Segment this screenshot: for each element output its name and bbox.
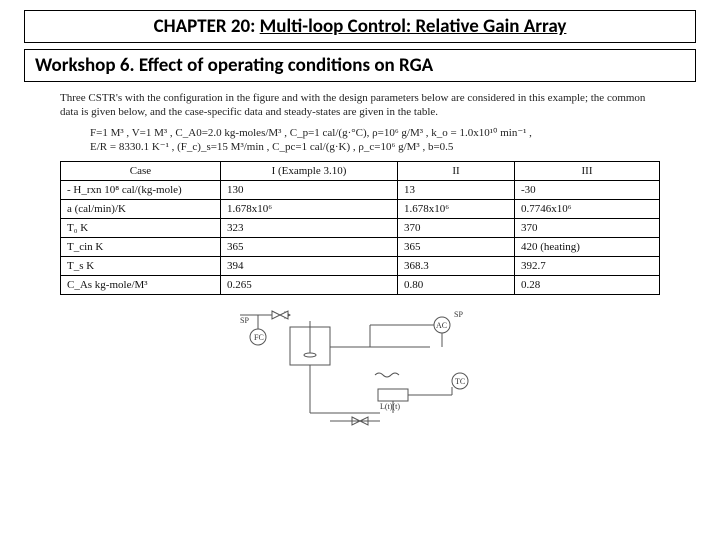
fc-label: FC <box>254 333 264 342</box>
table-cell: 0.80 <box>397 276 514 295</box>
table-cell: 365 <box>397 238 514 257</box>
workshop-subtitle: Workshop 6. Effect of operating conditio… <box>35 54 433 77</box>
table-body: - H_rxn 10⁸ cal/(kg-mole) 130 13 -30 a (… <box>61 181 660 295</box>
table-cell: 1.678x10⁶ <box>221 200 398 219</box>
intro-paragraph: Three CSTR's with the configuration in t… <box>60 92 660 120</box>
table-cell: 420 (heating) <box>515 238 660 257</box>
table-row: T₀ K 323 370 370 <box>61 219 660 238</box>
table-cell: 130 <box>221 181 398 200</box>
params-line-1: F=1 M³ , V=1 M³ , C_A0=2.0 kg-moles/M³ ,… <box>90 126 650 141</box>
table-cell: T_cin K <box>61 238 221 257</box>
table-row: a (cal/min)/K 1.678x10⁶ 1.678x10⁶ 0.7746… <box>61 200 660 219</box>
sp1-label: SP <box>240 316 249 325</box>
table-header-row: Case I (Example 3.10) II III <box>61 162 660 181</box>
chapter-title-box: CHAPTER 20: Multi-loop Control: Relative… <box>24 10 696 43</box>
table-row: T_s K 394 368.3 392.7 <box>61 257 660 276</box>
table-row: T_cin K 365 365 420 (heating) <box>61 238 660 257</box>
table-row: - H_rxn 10⁸ cal/(kg-mole) 130 13 -30 <box>61 181 660 200</box>
parameters-block: F=1 M³ , V=1 M³ , C_A0=2.0 kg-moles/M³ ,… <box>90 126 650 156</box>
chapter-title-underlined: Multi-loop Control: Relative Gain Array <box>260 15 567 38</box>
sp2-label: SP <box>454 310 463 319</box>
params-line-2: E/R = 8330.1 K⁻¹ , (F_c)_s=15 M³/min , C… <box>90 140 650 155</box>
table-cell: 1.678x10⁶ <box>397 200 514 219</box>
process-diagram: FC SP AC SP TC L(t)(t) <box>230 303 490 438</box>
table-cell: - H_rxn 10⁸ cal/(kg-mole) <box>61 181 221 200</box>
table-header: II <box>397 162 514 181</box>
table-cell: 368.3 <box>397 257 514 276</box>
table-header: I (Example 3.10) <box>221 162 398 181</box>
table-cell: 0.7746x10⁶ <box>515 200 660 219</box>
chapter-title-prefix: CHAPTER 20: <box>154 15 260 38</box>
table-cell: a (cal/min)/K <box>61 200 221 219</box>
table-cell: 370 <box>397 219 514 238</box>
table-cell: 0.28 <box>515 276 660 295</box>
intro-text: Three CSTR's with the configuration in t… <box>60 92 645 118</box>
case-table: Case I (Example 3.10) II III - H_rxn 10⁸… <box>60 161 660 295</box>
table-cell: 365 <box>221 238 398 257</box>
ac-label: AC <box>436 321 447 330</box>
table-cell: T₀ K <box>61 219 221 238</box>
table-cell: 394 <box>221 257 398 276</box>
table-cell: 13 <box>397 181 514 200</box>
process-diagram-wrap: FC SP AC SP TC L(t)(t) <box>0 303 720 443</box>
tc-label: TC <box>455 377 465 386</box>
table-cell: 323 <box>221 219 398 238</box>
table-cell: 0.265 <box>221 276 398 295</box>
sensor-label: L(t)(t) <box>380 402 400 411</box>
table-cell: 392.7 <box>515 257 660 276</box>
table-cell: T_s K <box>61 257 221 276</box>
table-row: C_As kg-mole/M³ 0.265 0.80 0.28 <box>61 276 660 295</box>
table-header: III <box>515 162 660 181</box>
workshop-subtitle-box: Workshop 6. Effect of operating conditio… <box>24 49 696 82</box>
table-cell: 370 <box>515 219 660 238</box>
table-cell: -30 <box>515 181 660 200</box>
table-cell: C_As kg-mole/M³ <box>61 276 221 295</box>
table-header: Case <box>61 162 221 181</box>
